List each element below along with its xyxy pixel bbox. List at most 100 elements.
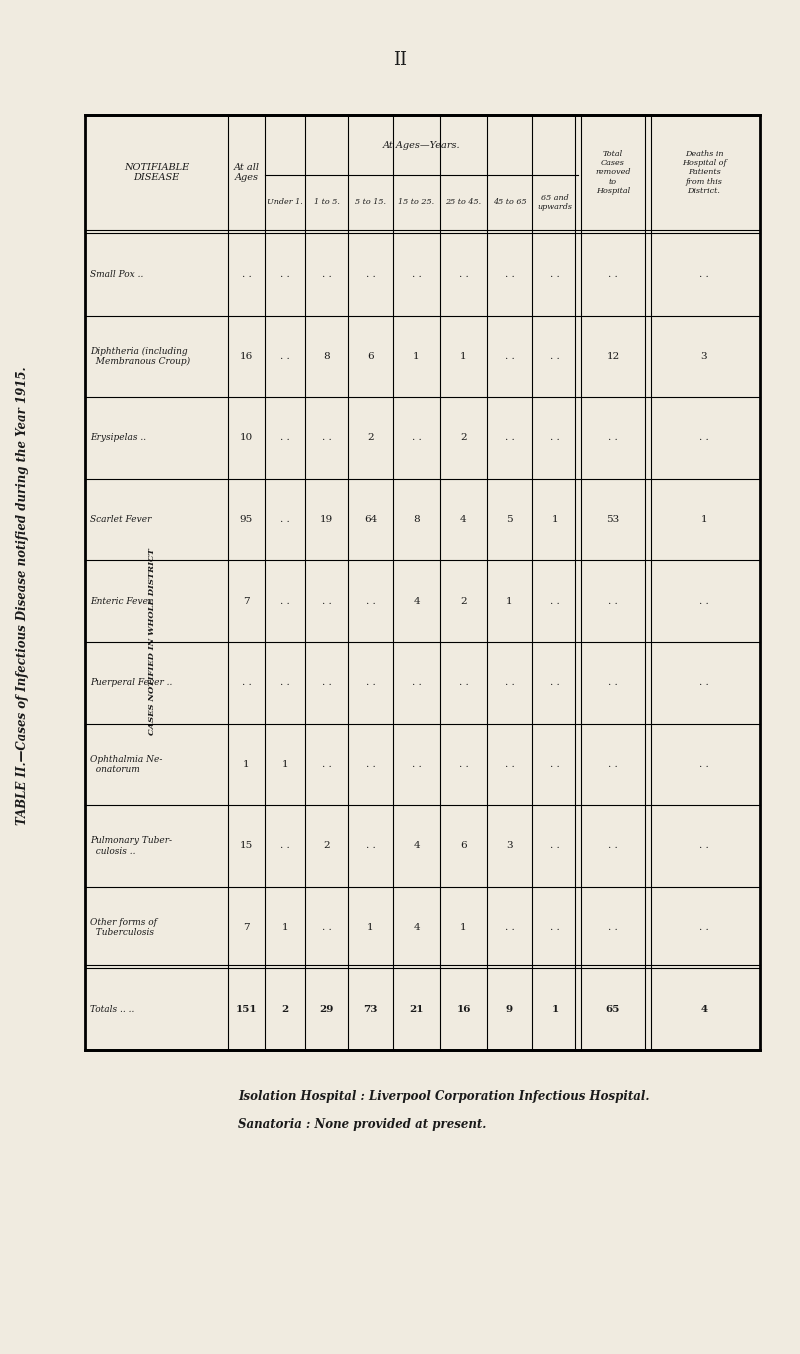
- Text: 21: 21: [410, 1005, 424, 1014]
- Text: 15: 15: [240, 841, 253, 850]
- Text: . .: . .: [242, 678, 251, 688]
- Text: . .: . .: [280, 352, 290, 362]
- Text: 8: 8: [323, 352, 330, 362]
- Text: 10: 10: [240, 433, 253, 443]
- Text: . .: . .: [608, 678, 618, 688]
- Text: 2: 2: [367, 433, 374, 443]
- Text: . .: . .: [608, 271, 618, 279]
- Text: . .: . .: [322, 433, 331, 443]
- Text: Scarlet Fever: Scarlet Fever: [90, 515, 151, 524]
- Text: 3: 3: [701, 352, 707, 362]
- Text: Ophthalmia Ne-
  onatorum: Ophthalmia Ne- onatorum: [90, 754, 162, 774]
- Text: 5 to 15.: 5 to 15.: [355, 199, 386, 207]
- Text: . .: . .: [505, 760, 514, 769]
- Text: . .: . .: [550, 841, 560, 850]
- Text: 6: 6: [460, 841, 467, 850]
- Text: . .: . .: [699, 271, 709, 279]
- Text: . .: . .: [458, 678, 468, 688]
- Text: 7: 7: [243, 923, 250, 932]
- Text: . .: . .: [699, 433, 709, 443]
- Text: . .: . .: [280, 678, 290, 688]
- Text: Deaths in
Hospital of
Patients
from this
District.: Deaths in Hospital of Patients from this…: [682, 150, 726, 195]
- Text: . .: . .: [412, 271, 422, 279]
- Text: 12: 12: [606, 352, 620, 362]
- Text: Small Pox ..: Small Pox ..: [90, 271, 143, 279]
- Text: 7: 7: [243, 597, 250, 605]
- Text: . .: . .: [322, 923, 331, 932]
- Text: . .: . .: [322, 597, 331, 605]
- Text: 29: 29: [319, 1005, 334, 1014]
- Text: 1: 1: [282, 923, 288, 932]
- Text: . .: . .: [280, 515, 290, 524]
- Text: At Ages—Years.: At Ages—Years.: [382, 141, 460, 149]
- Text: . .: . .: [280, 271, 290, 279]
- Text: Sanatoria : None provided at present.: Sanatoria : None provided at present.: [238, 1118, 486, 1131]
- Text: . .: . .: [322, 760, 331, 769]
- Text: 1: 1: [460, 923, 467, 932]
- Text: 2: 2: [323, 841, 330, 850]
- Text: 16: 16: [240, 352, 253, 362]
- Text: 1: 1: [551, 1005, 558, 1014]
- Text: 45 to 65: 45 to 65: [493, 199, 526, 207]
- Text: 1: 1: [282, 760, 288, 769]
- Text: . .: . .: [280, 597, 290, 605]
- Text: . .: . .: [550, 678, 560, 688]
- Text: 2: 2: [282, 1005, 289, 1014]
- Text: . .: . .: [366, 841, 375, 850]
- Text: Diphtheria (including
  Membranous Croup): Diphtheria (including Membranous Croup): [90, 347, 190, 366]
- Text: . .: . .: [280, 841, 290, 850]
- Text: . .: . .: [458, 760, 468, 769]
- Text: . .: . .: [699, 597, 709, 605]
- Text: 65 and
upwards: 65 and upwards: [538, 194, 573, 211]
- Text: . .: . .: [322, 678, 331, 688]
- Text: . .: . .: [458, 271, 468, 279]
- Text: Pulmonary Tuber-
  culosis ..: Pulmonary Tuber- culosis ..: [90, 837, 172, 856]
- Text: . .: . .: [366, 271, 375, 279]
- Text: Enteric Fever: Enteric Fever: [90, 597, 152, 605]
- Text: . .: . .: [608, 841, 618, 850]
- Text: . .: . .: [608, 760, 618, 769]
- Text: 2: 2: [460, 433, 467, 443]
- Text: 64: 64: [364, 515, 377, 524]
- Text: . .: . .: [412, 433, 422, 443]
- Text: Erysipelas ..: Erysipelas ..: [90, 433, 146, 443]
- Text: . .: . .: [505, 923, 514, 932]
- Text: 5: 5: [506, 515, 513, 524]
- Text: . .: . .: [699, 841, 709, 850]
- Text: 6: 6: [367, 352, 374, 362]
- Text: . .: . .: [366, 597, 375, 605]
- Text: . .: . .: [550, 923, 560, 932]
- Text: . .: . .: [550, 433, 560, 443]
- Text: . .: . .: [550, 760, 560, 769]
- Text: 4: 4: [413, 923, 420, 932]
- Text: Under 1.: Under 1.: [267, 199, 303, 207]
- Text: 151: 151: [236, 1005, 258, 1014]
- Text: . .: . .: [242, 271, 251, 279]
- Text: Other forms of
  Tuberculosis: Other forms of Tuberculosis: [90, 918, 157, 937]
- Text: 25 to 45.: 25 to 45.: [446, 199, 482, 207]
- Text: Totals .. ..: Totals .. ..: [90, 1005, 134, 1014]
- Text: 2: 2: [460, 597, 467, 605]
- Text: . .: . .: [412, 760, 422, 769]
- Text: NOTIFIABLE
DISEASE: NOTIFIABLE DISEASE: [124, 162, 189, 183]
- Text: . .: . .: [412, 678, 422, 688]
- Text: 1: 1: [701, 515, 707, 524]
- Text: 4: 4: [460, 515, 467, 524]
- Text: 73: 73: [363, 1005, 378, 1014]
- Text: . .: . .: [366, 760, 375, 769]
- Text: 4: 4: [413, 841, 420, 850]
- Text: . .: . .: [608, 923, 618, 932]
- Text: 4: 4: [413, 597, 420, 605]
- Text: . .: . .: [550, 597, 560, 605]
- Text: 1: 1: [243, 760, 250, 769]
- Text: 9: 9: [506, 1005, 513, 1014]
- Text: 4: 4: [701, 1005, 707, 1014]
- Text: 1 to 5.: 1 to 5.: [314, 199, 339, 207]
- Text: At all
Ages: At all Ages: [234, 162, 259, 183]
- Text: . .: . .: [699, 923, 709, 932]
- Text: 65: 65: [606, 1005, 620, 1014]
- Text: 95: 95: [240, 515, 253, 524]
- Text: TABLE II.—Cases of Infectious Disease notified during the Year 1915.: TABLE II.—Cases of Infectious Disease no…: [16, 367, 29, 825]
- Text: 16: 16: [456, 1005, 470, 1014]
- Text: Total
Cases
removed
to
Hospital: Total Cases removed to Hospital: [595, 150, 630, 195]
